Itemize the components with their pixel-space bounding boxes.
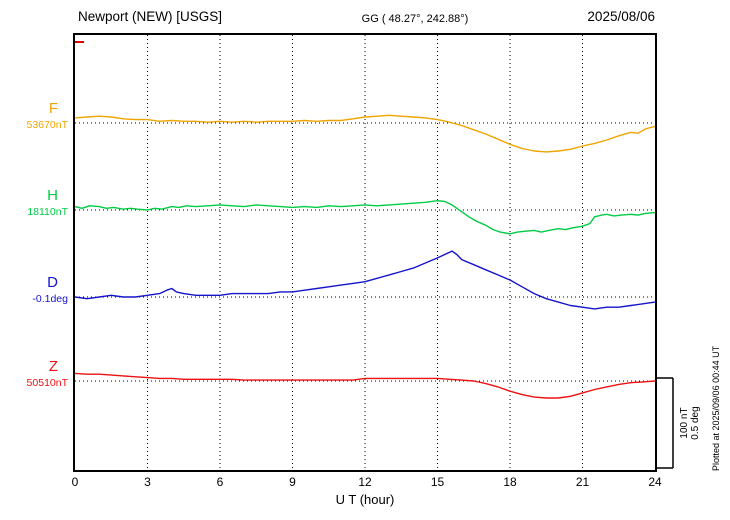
channel-letter-Z: Z xyxy=(48,358,58,375)
channel-label-Z: Z 50510nT xyxy=(0,358,70,390)
channel-baseline-F: 53670nT xyxy=(26,118,68,131)
channel-letter-D: D xyxy=(47,274,58,291)
channel-baseline-D: -0.1deg xyxy=(32,292,68,305)
trace-F xyxy=(75,114,655,153)
channel-label-D: D -0.1deg xyxy=(0,274,70,306)
x-tick-label: 9 xyxy=(289,475,296,489)
x-axis-ticks: 0 3 6 9 12 15 18 21 24 xyxy=(72,475,662,489)
channel-letter-F: F xyxy=(48,100,58,117)
magnetogram-svg xyxy=(75,35,655,470)
scale-label-nt: 100 nT xyxy=(679,407,690,439)
trace-H xyxy=(75,199,655,235)
plotted-at-label: Plotted at 2025/09/06 00:44 UT xyxy=(711,345,721,471)
x-tick-label: 12 xyxy=(358,475,372,489)
x-tick-label: 24 xyxy=(648,475,662,489)
channel-label-H: H 18110nT xyxy=(0,187,70,219)
x-tick-label: 21 xyxy=(575,475,590,489)
x-tick-label: 3 xyxy=(144,475,151,489)
trace-D xyxy=(75,250,655,310)
x-axis-label: U T (hour) xyxy=(335,492,395,507)
geographic-coords: GG ( 48.27°, 242.88°) xyxy=(361,13,469,25)
station-title: Newport (NEW) [USGS] xyxy=(78,9,223,24)
channel-baseline-Z: 50510nT xyxy=(26,376,68,389)
channel-letter-H: H xyxy=(47,187,58,204)
x-tick-label: 18 xyxy=(503,475,517,489)
channel-baseline-H: 18110nT xyxy=(27,205,68,218)
magnetogram-plot xyxy=(73,33,657,472)
channel-label-F: F 53670nT xyxy=(0,100,70,132)
plot-date: 2025/08/06 xyxy=(587,9,655,24)
scale-label: 100 nT 0.5 deg xyxy=(679,378,701,468)
x-tick-label: 15 xyxy=(430,475,445,489)
scale-bracket xyxy=(657,377,674,469)
x-tick-label: 6 xyxy=(216,475,224,489)
x-tick-label: 0 xyxy=(71,475,79,489)
scale-label-deg: 0.5 deg xyxy=(690,406,701,440)
trace-Z xyxy=(75,372,655,399)
